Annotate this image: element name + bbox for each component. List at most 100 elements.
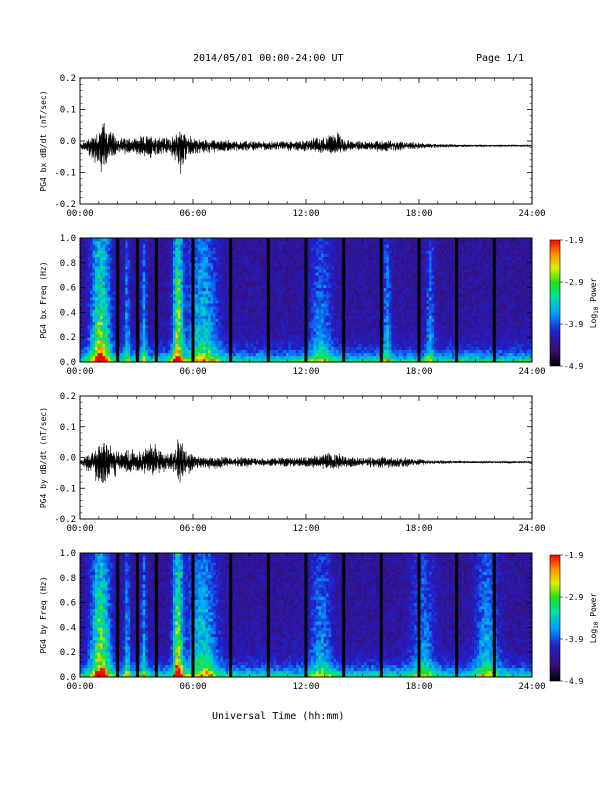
heat-cell — [147, 247, 151, 251]
heat-cell — [293, 312, 297, 316]
heat-cell — [162, 272, 166, 276]
heat-cell — [373, 355, 377, 360]
heat-cell — [215, 250, 219, 254]
heat-cell — [187, 253, 191, 257]
heat-cell — [187, 315, 191, 319]
heat-cell — [235, 303, 239, 307]
heat-cell — [218, 278, 222, 282]
heat-cell — [110, 355, 114, 360]
heat-cell — [223, 337, 227, 341]
heat-cell — [321, 355, 324, 360]
heat-cell — [280, 300, 284, 304]
heat-cell — [233, 290, 237, 295]
heat-cell — [366, 331, 370, 335]
heat-cell — [361, 340, 365, 344]
heat-cell — [298, 324, 302, 329]
heat-cell — [288, 259, 292, 264]
heat-cell — [182, 315, 186, 319]
heat-cell — [152, 272, 156, 276]
heat-cell — [120, 287, 124, 292]
heat-cell — [223, 346, 227, 350]
heat-cell — [386, 349, 390, 354]
heat-cell — [182, 281, 186, 285]
heat-cell — [122, 306, 126, 310]
heat-cell — [253, 303, 257, 307]
heat-cell — [107, 244, 111, 248]
heat-cell — [152, 269, 156, 273]
heat-cell — [333, 312, 337, 316]
heat-cell — [100, 324, 103, 329]
heat-cell — [80, 296, 83, 301]
heat-cell — [200, 256, 204, 261]
heat-cell — [132, 315, 136, 319]
heat-cell — [100, 355, 103, 360]
heat-cell — [170, 238, 174, 242]
heat-cell — [333, 262, 337, 267]
heat-cell — [366, 253, 370, 257]
heat-cell — [240, 327, 244, 332]
heat-cell — [338, 331, 342, 335]
heat-cell — [298, 309, 302, 313]
heat-cell — [323, 281, 327, 285]
heat-cell — [371, 259, 375, 264]
heat-cell — [383, 349, 387, 354]
heat-cell — [293, 238, 297, 242]
heat-cell — [213, 290, 216, 295]
heat-cell — [300, 284, 304, 288]
heat-cell — [376, 312, 380, 316]
heat-cell — [311, 269, 314, 273]
heat-cell — [233, 315, 237, 319]
heat-cell — [371, 290, 375, 295]
heat-cell — [137, 306, 141, 310]
heat-cell — [172, 324, 176, 329]
heat-cell — [130, 293, 134, 298]
heat-cell — [87, 334, 91, 338]
heat-cell — [373, 244, 377, 248]
heat-cell — [82, 244, 86, 248]
heat-cell — [351, 290, 355, 295]
heat-cell — [95, 244, 98, 248]
heat-cell — [137, 309, 141, 313]
heat-cell — [215, 287, 219, 292]
heat-cell — [142, 349, 146, 354]
heat-cell — [283, 324, 287, 329]
heat-cell — [137, 284, 141, 288]
heat-cell — [235, 256, 239, 261]
heat-cell — [157, 324, 161, 329]
heat-cell — [215, 337, 219, 341]
heat-cell — [162, 300, 166, 304]
heat-cell — [187, 278, 191, 282]
heat-cell — [353, 327, 357, 332]
heat-cell — [376, 238, 380, 242]
heat-cell — [172, 244, 176, 248]
heat-cell — [323, 312, 327, 316]
heat-cell — [235, 259, 239, 264]
heat-cell — [167, 312, 171, 316]
heat-cell — [253, 244, 257, 248]
heat-cell — [290, 300, 294, 304]
heat-cell — [328, 352, 332, 357]
heat-cell — [157, 300, 161, 304]
heat-cell — [95, 343, 98, 347]
heat-cell — [130, 312, 134, 316]
heat-cell — [273, 303, 277, 307]
heat-cell — [245, 346, 249, 350]
heat-cell — [245, 309, 249, 313]
heat-cell — [110, 346, 114, 350]
heat-cell — [353, 331, 357, 335]
heat-cell — [270, 238, 274, 242]
heat-cell — [125, 337, 129, 341]
heat-cell — [328, 296, 332, 301]
heat-cell — [105, 355, 109, 360]
heat-cell — [336, 281, 340, 285]
heat-cell — [82, 290, 86, 295]
heat-cell — [172, 327, 176, 332]
heat-cell — [165, 244, 169, 248]
heat-cell — [162, 284, 166, 288]
heat-cell — [220, 324, 224, 329]
heat-cell — [122, 352, 126, 357]
heat-cell — [233, 296, 237, 301]
heat-cell — [373, 250, 377, 254]
heat-cell — [368, 296, 372, 301]
heat-cell — [225, 256, 229, 261]
